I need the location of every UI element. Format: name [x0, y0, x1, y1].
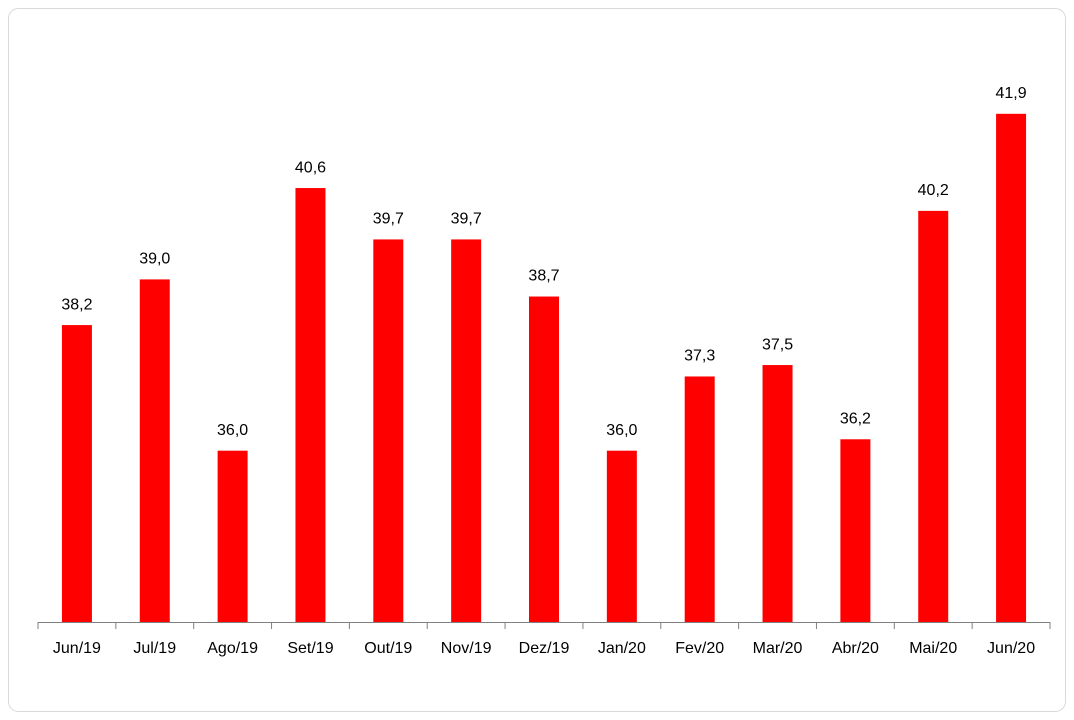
data-label: 40,6: [295, 159, 326, 176]
x-tick-label: Set/19: [287, 640, 333, 657]
data-label: 37,3: [684, 348, 715, 365]
bar: [684, 376, 715, 622]
x-tick-label: Jan/20: [598, 640, 646, 657]
x-tick-label: Jul/19: [133, 640, 176, 657]
x-tick-label: Mai/20: [909, 640, 957, 657]
bar: [606, 450, 637, 622]
bar: [762, 365, 793, 622]
data-label: 36,2: [840, 410, 871, 427]
x-tick-label: Nov/19: [441, 640, 492, 657]
x-tick-label: Dez/19: [519, 640, 570, 657]
x-tick-label: Abr/20: [832, 640, 879, 657]
bar: [918, 210, 949, 622]
x-tick-label: Jun/20: [987, 640, 1035, 657]
x-tick-label: Out/19: [364, 640, 412, 657]
data-label: 39,0: [139, 251, 170, 268]
data-label: 37,5: [762, 336, 793, 353]
data-label: 41,9: [996, 85, 1027, 102]
x-tick-label: Fev/20: [675, 640, 724, 657]
bar: [373, 239, 404, 622]
bar: [139, 279, 170, 622]
x-tick-label: Mar/20: [753, 640, 803, 657]
data-label: 36,0: [217, 422, 248, 439]
data-label: 40,2: [918, 182, 949, 199]
x-tick-label: Ago/19: [207, 640, 258, 657]
data-label: 39,7: [451, 211, 482, 228]
bar: [996, 113, 1027, 622]
x-tick-label: Jun/19: [53, 640, 101, 657]
bar: [217, 450, 248, 622]
data-label: 36,0: [606, 422, 637, 439]
data-label: 39,7: [373, 211, 404, 228]
bar: [840, 439, 871, 622]
bar: [61, 325, 92, 622]
bar: [529, 296, 559, 622]
data-label: 38,2: [61, 296, 92, 313]
bar: [295, 188, 326, 623]
data-label: 38,7: [528, 268, 559, 285]
bar: [451, 239, 482, 622]
